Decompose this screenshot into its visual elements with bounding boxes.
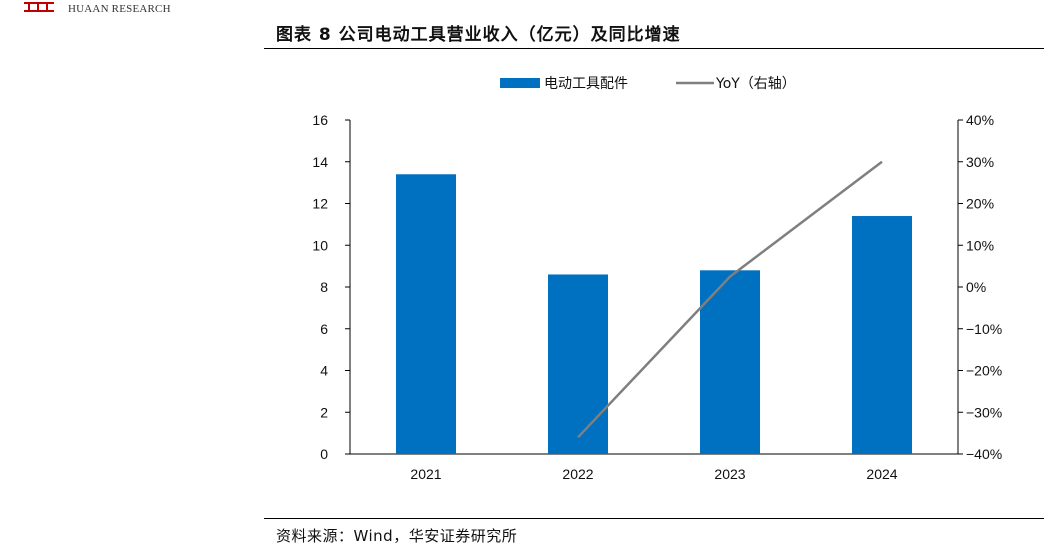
huaan-logo-icon (24, 2, 54, 12)
x-tick-label: 2021 (410, 466, 441, 482)
legend-line-label: YoY（右轴） (715, 76, 796, 92)
figure-title: 图表 8 公司电动工具营业收入（亿元）及同比增速 (276, 25, 681, 45)
left-tick-label: 8 (320, 279, 328, 295)
bar-2022 (548, 274, 608, 454)
right-tick-label: −30% (966, 404, 1002, 420)
right-tick-label: 20% (966, 196, 994, 212)
bar-2021 (396, 174, 456, 454)
legend-bar-swatch (500, 78, 540, 88)
left-tick-label: 4 (320, 363, 328, 379)
x-tick-label: 2024 (866, 466, 897, 482)
footer-divider (264, 518, 1044, 519)
x-tick-label: 2023 (714, 466, 745, 482)
left-tick-label: 0 (320, 446, 328, 462)
left-tick-label: 6 (320, 321, 328, 337)
left-tick-label: 10 (312, 237, 328, 253)
right-tick-label: −10% (966, 321, 1002, 337)
left-tick-label: 2 (320, 404, 328, 420)
right-tick-label: −20% (966, 363, 1002, 379)
combo-chart: 0 2 4 6 8 10 12 14 16 −40% −30% −20% −10% 0% 10% 20% 30%… (312, 76, 1002, 482)
yoy-line (577, 160, 883, 439)
x-tick-label: 2022 (562, 466, 593, 482)
right-tick-label: 40% (966, 112, 994, 128)
bar-2024 (852, 216, 912, 454)
right-tick-label: −40% (966, 446, 1002, 462)
right-tick-label: 30% (966, 154, 994, 170)
bar-2023 (700, 270, 760, 454)
right-tick-label: 10% (966, 237, 994, 253)
title-divider (264, 48, 1044, 49)
left-tick-label: 12 (312, 196, 328, 212)
legend-bar-label: 电动工具配件 (544, 76, 628, 92)
brand-name: HUAAN RESEARCH (68, 3, 171, 15)
right-tick-label: 0% (966, 279, 986, 295)
source-note: 资料来源：Wind，华安证券研究所 (276, 527, 518, 545)
left-tick-label: 14 (312, 154, 328, 170)
left-tick-label: 16 (312, 112, 328, 128)
